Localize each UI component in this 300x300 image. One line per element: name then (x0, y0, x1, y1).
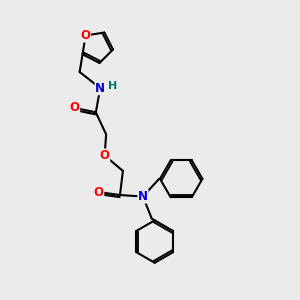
Text: O: O (94, 186, 104, 199)
Text: N: N (138, 190, 148, 203)
Text: N: N (95, 82, 105, 95)
Text: O: O (100, 149, 110, 162)
Text: O: O (70, 101, 80, 114)
Text: H: H (108, 81, 117, 91)
Text: O: O (80, 29, 91, 42)
